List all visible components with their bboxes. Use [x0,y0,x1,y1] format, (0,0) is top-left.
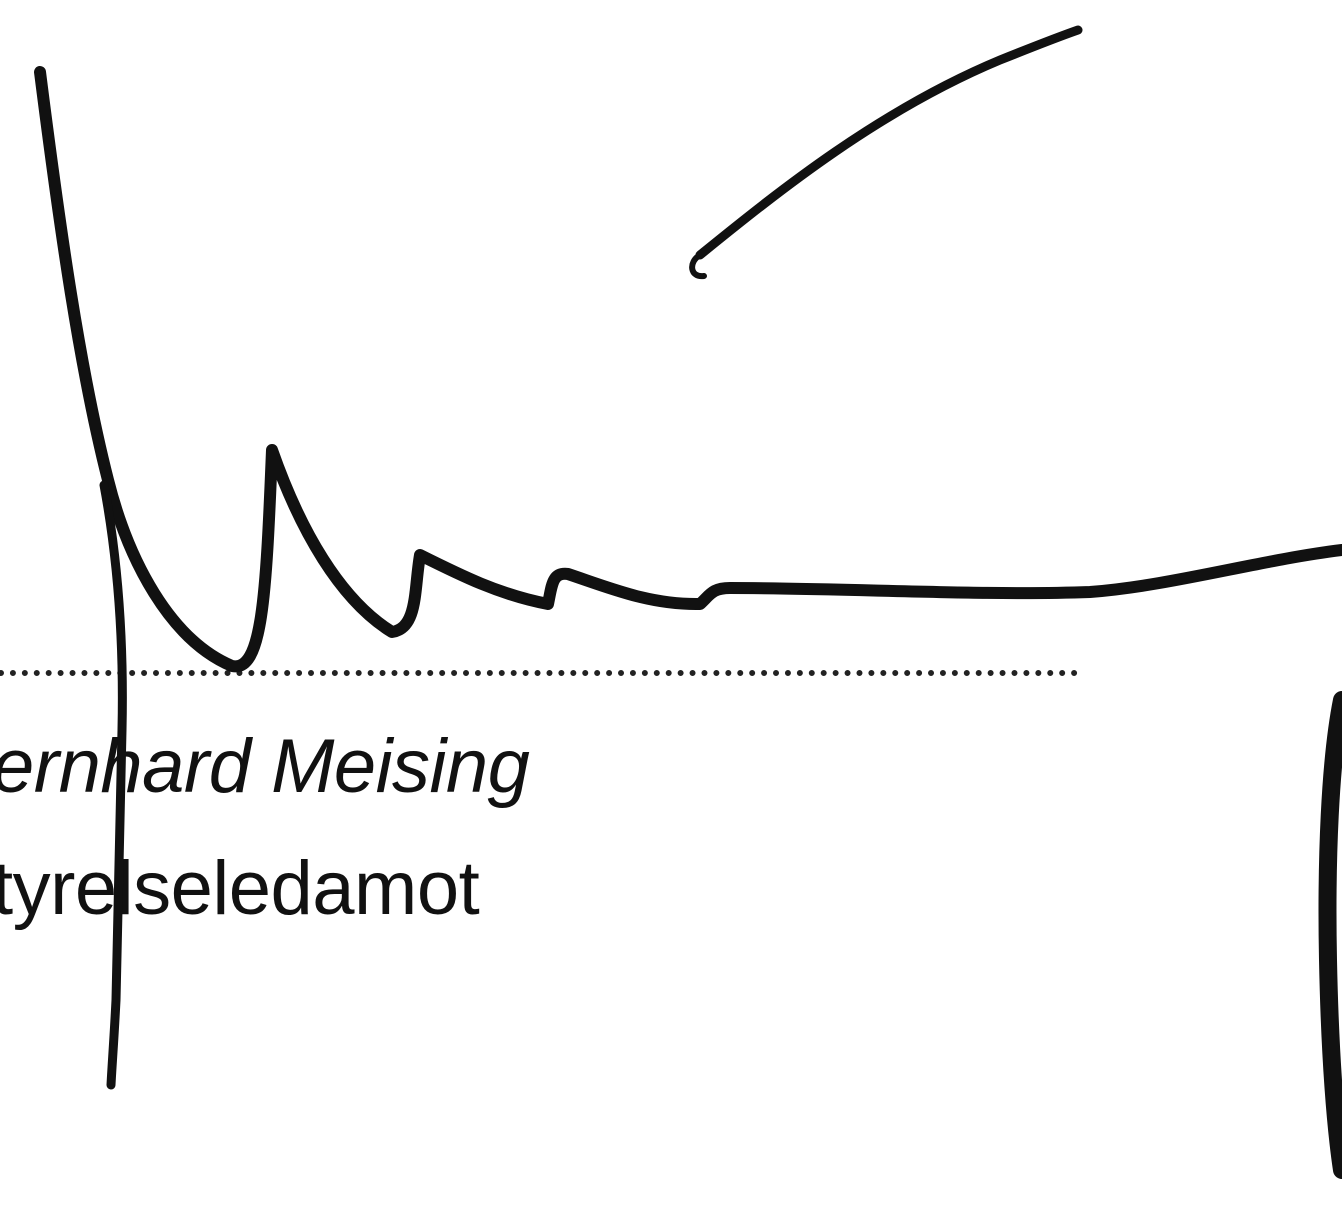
signature-right-curve [1318,691,1342,1179]
signer-name: ernhard Meising [0,724,530,809]
signer-title: tyrelseledamot [0,846,480,931]
signature-arc-hook [689,252,707,280]
signature-upper-arc [695,25,1083,260]
signature-line [0,670,1078,676]
signature-main-stroke [34,66,1342,673]
